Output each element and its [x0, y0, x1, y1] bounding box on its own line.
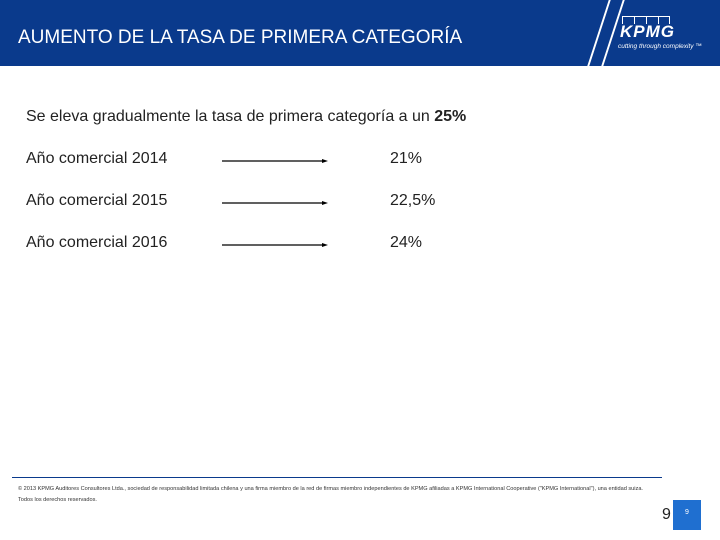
- page-badge: 9: [673, 500, 701, 530]
- slide-title: AUMENTO DE LA TASA DE PRIMERA CATEGORÍA: [18, 27, 463, 48]
- intro-emphasis: 25%: [434, 108, 467, 125]
- row-value: 24%: [390, 234, 423, 251]
- arrow-icon: [222, 201, 328, 205]
- arrow-icon: [222, 159, 328, 163]
- footer-text: © 2013 KPMG Auditores Consultores Ltda.,…: [18, 486, 643, 503]
- logo-boxes: [622, 16, 670, 24]
- arrow: [222, 238, 328, 256]
- arrow-icon: [222, 243, 328, 247]
- row-value: 22,5%: [390, 192, 436, 209]
- row-label: Año comercial 2015: [26, 192, 168, 209]
- header-band: AUMENTO DE LA TASA DE PRIMERA CATEGORÍA …: [0, 0, 720, 66]
- row-value: 21%: [390, 150, 423, 167]
- footer-rule: [12, 477, 662, 478]
- row-label: Año comercial 2014: [26, 150, 168, 167]
- arrow: [222, 196, 328, 214]
- intro-text: Se eleva gradualmente la tasa de primera…: [26, 108, 435, 125]
- tagline: cutting through complexity ™: [618, 43, 702, 50]
- intro: Se eleva gradualmente la tasa de primera…: [26, 108, 466, 126]
- logo: KPMG: [620, 22, 675, 41]
- row-label: Año comercial 2016: [26, 234, 168, 251]
- page-number: 9: [662, 506, 671, 523]
- decor-line: [587, 0, 611, 66]
- arrow: [222, 154, 328, 172]
